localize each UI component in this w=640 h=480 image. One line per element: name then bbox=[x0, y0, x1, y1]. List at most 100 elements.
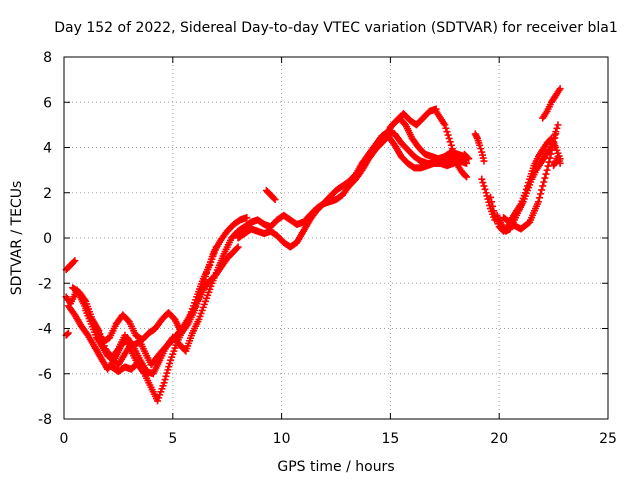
data-point bbox=[479, 179, 487, 187]
data-point bbox=[163, 369, 171, 377]
data-point bbox=[548, 146, 556, 154]
data-point bbox=[160, 379, 168, 387]
data-point bbox=[81, 296, 89, 304]
data-point bbox=[551, 134, 559, 142]
data-point bbox=[476, 141, 484, 149]
data-point bbox=[535, 194, 543, 202]
data-point bbox=[166, 359, 174, 367]
data-point bbox=[554, 121, 562, 129]
data-point bbox=[542, 170, 550, 178]
series-track-4 bbox=[82, 243, 242, 369]
data-point bbox=[545, 158, 553, 166]
series-track-11 bbox=[386, 105, 440, 131]
data-point bbox=[489, 202, 497, 210]
data-point bbox=[134, 358, 142, 366]
data-point bbox=[448, 145, 456, 153]
data-point bbox=[442, 124, 450, 132]
data-point bbox=[534, 198, 542, 206]
data-point bbox=[140, 368, 148, 376]
y-tick-label: 2 bbox=[43, 186, 52, 202]
series-track-21 bbox=[460, 150, 473, 163]
data-point bbox=[447, 141, 455, 149]
data-point bbox=[133, 360, 141, 368]
x-tick-label: 20 bbox=[490, 431, 508, 447]
data-point bbox=[540, 178, 548, 186]
data-point bbox=[64, 329, 72, 337]
data-point bbox=[233, 244, 241, 252]
data-point bbox=[463, 173, 471, 181]
data-point bbox=[461, 172, 469, 180]
x-tick-label: 25 bbox=[599, 431, 617, 447]
data-point bbox=[550, 138, 558, 146]
y-tick-label: 0 bbox=[43, 231, 52, 247]
data-point bbox=[465, 155, 473, 163]
data-point bbox=[556, 85, 564, 93]
series-track-5 bbox=[62, 257, 79, 274]
data-point bbox=[539, 182, 547, 190]
data-point bbox=[234, 243, 242, 251]
data-point bbox=[543, 166, 551, 174]
data-point bbox=[464, 154, 472, 162]
data-point bbox=[541, 174, 549, 182]
data-point bbox=[483, 192, 491, 200]
data-point bbox=[70, 258, 78, 266]
data-point bbox=[463, 159, 471, 167]
data-point bbox=[161, 376, 169, 384]
data-point bbox=[443, 128, 451, 136]
y-axis-label: SDTVAR / TECUs bbox=[9, 181, 25, 296]
data-point bbox=[446, 138, 454, 146]
series-track-13 bbox=[262, 186, 279, 204]
data-point bbox=[441, 121, 449, 129]
data-point bbox=[480, 182, 488, 190]
data-point bbox=[547, 150, 555, 158]
data-point bbox=[165, 363, 173, 371]
data-point bbox=[271, 196, 279, 204]
data-point bbox=[113, 346, 121, 354]
data-point bbox=[538, 186, 546, 194]
data-point bbox=[486, 193, 494, 201]
data-point bbox=[552, 130, 560, 138]
data-point bbox=[270, 194, 278, 202]
data-point bbox=[71, 257, 79, 265]
series-track-20 bbox=[550, 153, 564, 170]
data-point bbox=[212, 243, 220, 251]
x-axis-label: GPS time / hours bbox=[277, 459, 394, 475]
series-track-7 bbox=[108, 358, 142, 375]
data-point bbox=[480, 157, 488, 165]
x-tick-label: 10 bbox=[273, 431, 291, 447]
data-points bbox=[62, 85, 564, 405]
series-track-19 bbox=[539, 85, 564, 122]
data-point bbox=[481, 185, 489, 193]
data-point bbox=[537, 190, 545, 198]
series-track-12 bbox=[432, 107, 471, 181]
data-point bbox=[477, 145, 485, 153]
x-tick-label: 15 bbox=[381, 431, 399, 447]
data-point bbox=[445, 134, 453, 142]
data-point bbox=[490, 207, 498, 215]
axis-ticks: 0 5 10 15 20 25 -8 -6 -4 -2 0 2 4 6 8 bbox=[38, 50, 617, 447]
data-point bbox=[556, 159, 564, 167]
data-point bbox=[162, 372, 170, 380]
y-tick-label: -2 bbox=[38, 276, 52, 292]
data-point bbox=[478, 175, 486, 183]
data-point bbox=[243, 214, 251, 222]
y-tick-label: 6 bbox=[43, 95, 52, 111]
data-point bbox=[546, 154, 554, 162]
data-point bbox=[553, 124, 561, 132]
y-tick-label: 4 bbox=[43, 141, 52, 157]
series-track-14 bbox=[471, 130, 488, 165]
data-point bbox=[488, 198, 496, 206]
series-track-18 bbox=[500, 130, 560, 233]
y-tick-label: -6 bbox=[38, 367, 52, 383]
data-point bbox=[549, 142, 557, 150]
data-point bbox=[482, 189, 490, 197]
data-point bbox=[444, 131, 452, 139]
y-tick-label: -8 bbox=[38, 412, 52, 428]
chart-title: Day 152 of 2022, Sidereal Day-to-day VTE… bbox=[54, 20, 617, 36]
data-point bbox=[164, 366, 172, 374]
y-tick-label: 8 bbox=[43, 50, 52, 66]
x-tick-label: 0 bbox=[60, 431, 69, 447]
data-point bbox=[63, 330, 71, 338]
y-tick-label: -4 bbox=[38, 322, 52, 338]
